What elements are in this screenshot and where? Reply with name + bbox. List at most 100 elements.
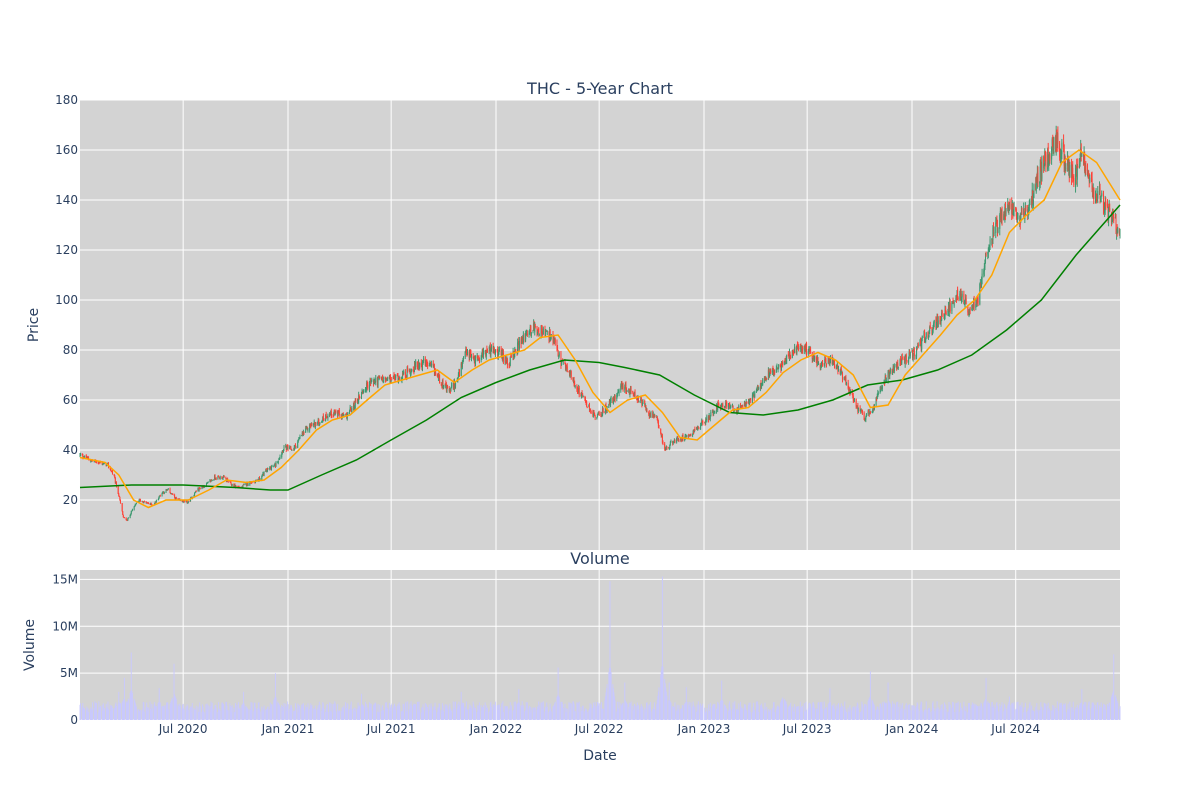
volume-bar	[347, 704, 349, 720]
candle-body	[889, 368, 891, 373]
volume-bar	[758, 711, 760, 720]
volume-bar	[656, 699, 658, 720]
volume-bar	[853, 707, 855, 720]
candle	[588, 402, 590, 413]
volume-bar	[270, 704, 272, 720]
candle	[303, 431, 305, 435]
candle-body	[1098, 186, 1100, 191]
volume-bar	[845, 709, 847, 720]
volume-bar	[590, 707, 592, 720]
candle-body	[937, 316, 939, 327]
volume-bar	[823, 701, 825, 720]
candle	[530, 332, 532, 338]
candle	[843, 376, 845, 381]
candle-body	[577, 390, 579, 392]
volume-bar	[489, 702, 491, 720]
candle	[706, 414, 708, 423]
candle	[219, 475, 221, 480]
volume-bar	[368, 702, 370, 720]
candle-body	[1016, 213, 1018, 217]
candle	[782, 360, 784, 368]
candle	[864, 417, 866, 422]
volume-bar	[410, 701, 412, 720]
volume-bar	[700, 703, 702, 720]
candle-body	[326, 416, 328, 418]
volume-bar	[804, 711, 806, 720]
candle-body	[195, 491, 197, 493]
volume-bar	[412, 704, 414, 720]
candle-body	[562, 361, 564, 363]
candle	[853, 397, 855, 403]
candle-body	[434, 371, 436, 374]
candle	[530, 324, 532, 337]
candle-body	[1027, 209, 1029, 213]
candle	[1041, 155, 1043, 182]
candle	[171, 493, 173, 495]
candle-body	[406, 368, 408, 377]
candle-body	[237, 486, 239, 487]
candle	[457, 372, 459, 379]
candle-body	[430, 363, 432, 365]
volume-bar	[107, 701, 109, 720]
candle-body	[131, 510, 133, 512]
candle	[146, 502, 148, 504]
volume-bar	[351, 709, 353, 720]
volume-bar	[424, 702, 426, 720]
candle-body	[644, 400, 646, 405]
volume-bar	[338, 711, 340, 720]
candle-body	[199, 488, 201, 490]
candle	[440, 381, 442, 386]
volume-bar	[546, 702, 548, 720]
candle-body	[227, 480, 229, 482]
candle-body	[1117, 228, 1119, 233]
volume-bar	[134, 700, 136, 720]
candle	[864, 417, 866, 422]
volume-bar	[744, 708, 746, 720]
volume-bar	[574, 711, 576, 720]
candle-body	[925, 333, 927, 337]
volume-bar	[742, 707, 744, 720]
volume-bar	[879, 703, 881, 720]
candle-body	[198, 487, 200, 491]
candle	[525, 330, 527, 342]
volume-bar	[537, 706, 539, 720]
candle	[744, 401, 746, 407]
candle-body	[235, 485, 237, 488]
candle-body	[455, 382, 457, 386]
candle-body	[721, 403, 723, 407]
candle	[355, 398, 357, 403]
candle-body	[957, 289, 959, 299]
candle	[951, 301, 953, 305]
volume-bar	[109, 704, 111, 720]
candle-body	[905, 354, 907, 357]
volume-bar	[505, 707, 507, 720]
candle-body	[438, 373, 440, 376]
candle	[991, 238, 993, 246]
candle	[823, 363, 825, 367]
candle	[572, 377, 574, 382]
volume-bar	[137, 709, 139, 720]
volume-bar	[821, 701, 823, 720]
volume-bar	[362, 705, 364, 720]
candle-body	[297, 442, 299, 448]
candle	[658, 424, 660, 429]
volume-bar	[660, 674, 662, 720]
candle	[437, 373, 439, 382]
candle	[465, 346, 467, 356]
volume-bar	[704, 712, 706, 720]
candle	[614, 394, 616, 403]
candle-body	[229, 481, 231, 483]
candle-body	[489, 345, 491, 354]
volume-bar	[893, 703, 895, 720]
candle	[660, 428, 662, 435]
candle-body	[241, 486, 243, 488]
candle	[689, 434, 691, 437]
candle-body	[596, 417, 598, 419]
candle	[728, 403, 730, 407]
candle-body	[678, 439, 680, 441]
candle	[809, 345, 811, 353]
candle	[185, 500, 187, 503]
candle	[880, 385, 882, 393]
candle	[117, 485, 119, 494]
volume-bar	[649, 708, 651, 720]
